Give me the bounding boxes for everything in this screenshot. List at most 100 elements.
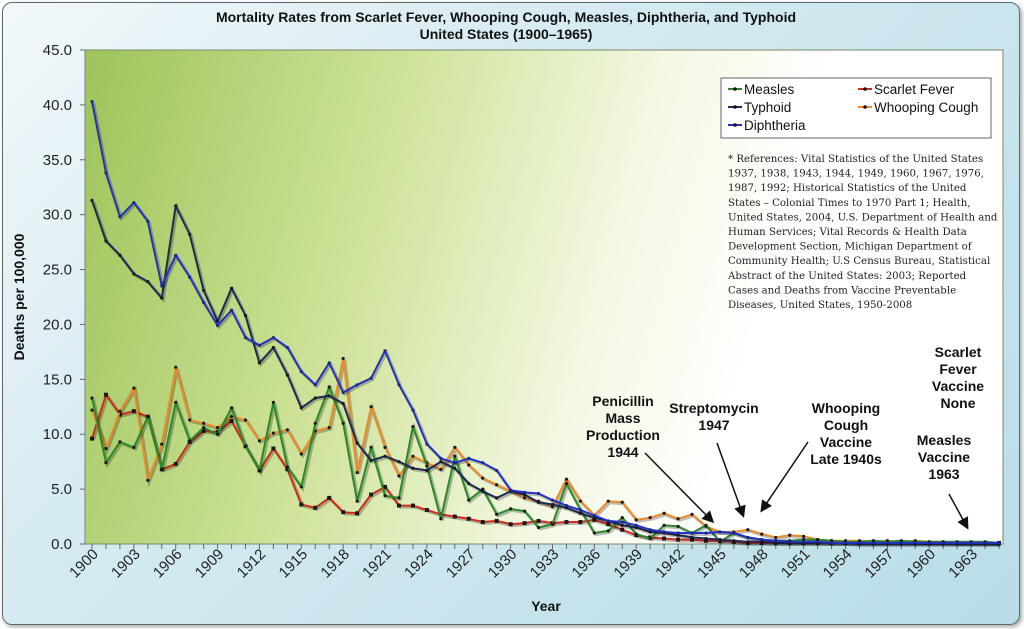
annotation-text: Vaccine — [820, 434, 872, 450]
data-point — [104, 446, 108, 451]
x-tick-label: 1954 — [820, 546, 856, 582]
data-point — [369, 445, 373, 449]
data-point — [215, 319, 220, 323]
legend-label: Measles — [744, 82, 795, 97]
data-point — [299, 370, 303, 374]
x-tick-label: 1942 — [652, 546, 688, 582]
data-point — [313, 421, 317, 425]
y-tick-label: 25.0 — [43, 262, 72, 279]
data-point — [188, 232, 192, 237]
data-point — [132, 200, 136, 205]
data-point — [606, 519, 610, 523]
data-point — [690, 535, 694, 540]
data-point — [215, 323, 220, 328]
legend-label: Diphtheria — [744, 118, 806, 133]
data-point — [257, 361, 262, 365]
data-point — [355, 471, 359, 475]
data-point — [369, 458, 373, 463]
annotation-arrow — [760, 441, 809, 513]
data-point — [592, 531, 596, 535]
data-point — [913, 541, 917, 545]
data-point — [229, 419, 234, 424]
legend-label: Typhoid — [744, 100, 791, 115]
annotation-arrow — [716, 442, 746, 518]
data-point — [648, 536, 652, 541]
reference-line: Community Health; U.S Census Bureau, Sta… — [728, 256, 990, 267]
y-axis-title: Deaths per 100,000 — [11, 233, 27, 360]
data-point — [578, 499, 582, 503]
data-point — [257, 439, 262, 443]
data-point — [439, 467, 443, 471]
data-point — [202, 288, 206, 293]
data-point — [662, 536, 667, 541]
annotation-text: None — [941, 395, 976, 411]
data-point — [103, 392, 108, 397]
data-point — [188, 439, 192, 443]
data-point — [202, 426, 206, 430]
data-point — [243, 418, 248, 422]
data-point — [662, 523, 666, 527]
data-point — [774, 535, 778, 540]
data-point — [146, 280, 150, 284]
x-tick-label: 1939 — [610, 546, 646, 582]
data-point — [676, 517, 680, 521]
data-point — [174, 365, 178, 369]
data-point — [467, 463, 471, 467]
data-point — [550, 522, 555, 526]
x-tick-label: 1933 — [527, 546, 563, 582]
data-point — [313, 383, 317, 387]
data-point — [703, 538, 708, 543]
data-point — [188, 418, 192, 422]
data-point — [313, 396, 317, 400]
data-point — [396, 503, 401, 508]
data-point — [564, 520, 569, 525]
data-point — [829, 541, 834, 545]
data-point — [160, 284, 164, 288]
data-point — [592, 513, 596, 518]
annotations: PenicillinMassProduction1944Streptomycin… — [586, 344, 984, 530]
data-point — [299, 502, 304, 507]
data-point — [202, 421, 206, 425]
data-point — [620, 520, 624, 524]
data-point — [690, 537, 695, 542]
data-point — [802, 534, 806, 538]
data-point — [327, 495, 332, 500]
data-point — [955, 541, 959, 545]
data-point — [90, 99, 94, 104]
data-point — [299, 406, 303, 410]
data-point — [160, 442, 164, 446]
data-point — [425, 468, 429, 473]
annotation-text: Fever — [939, 361, 977, 377]
data-point — [160, 467, 164, 471]
x-tick-label: 1948 — [736, 546, 772, 582]
x-tick-label: 1957 — [862, 546, 898, 582]
data-point — [215, 432, 220, 436]
x-tick-label: 1906 — [150, 546, 186, 582]
data-point — [495, 483, 499, 487]
x-tick-label: 1963 — [945, 546, 981, 582]
y-tick-label: 35.0 — [43, 152, 72, 169]
data-point — [899, 539, 903, 543]
annotation-text: Cough — [824, 417, 868, 433]
legend-marker — [733, 105, 737, 109]
annotation-text: 1947 — [698, 417, 729, 433]
data-point — [480, 520, 485, 525]
data-point — [648, 530, 652, 534]
reference-line: Development Section, Michigan Department… — [728, 242, 973, 253]
series-line-diphtheria — [91, 101, 999, 544]
data-point — [453, 461, 457, 465]
data-point — [355, 499, 359, 503]
legend-marker — [863, 87, 867, 91]
data-point — [104, 239, 108, 243]
data-point — [648, 528, 652, 532]
annotation-text: Late 1940s — [810, 451, 882, 467]
data-point — [425, 464, 429, 468]
data-point — [271, 336, 275, 340]
data-point — [495, 496, 499, 500]
data-point — [439, 460, 443, 464]
reference-line: United States, 2004, U.S. Department of … — [728, 212, 998, 223]
x-tick-label: 1930 — [485, 546, 521, 582]
data-point — [299, 485, 303, 489]
data-point — [299, 452, 303, 456]
